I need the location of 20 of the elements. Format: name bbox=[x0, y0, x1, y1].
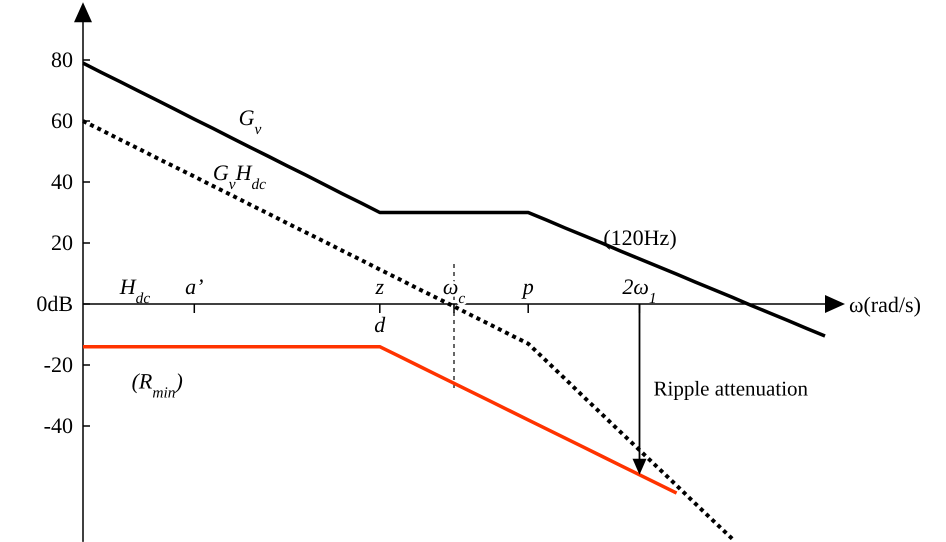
x-tick-label: ω$_{c}$ bbox=[442, 274, 466, 306]
x-tick-label: a’ bbox=[185, 274, 204, 299]
x-tick-label: 2ω$_{1}$ bbox=[622, 274, 657, 306]
y-tick-label: 60 bbox=[51, 108, 73, 134]
series-label: G$_{v}$H$_{dc}$ bbox=[212, 160, 266, 192]
x-tick-label: z bbox=[374, 274, 385, 299]
y-tick-label: -40 bbox=[44, 413, 73, 438]
annotation: d bbox=[374, 312, 386, 337]
x-tick-label: p bbox=[520, 274, 534, 299]
series-label: (R$_{min}$) bbox=[132, 368, 183, 402]
y-tick-label: 0dB bbox=[36, 291, 73, 316]
y-tick-label: 20 bbox=[51, 230, 73, 256]
y-tick-label: 80 bbox=[51, 47, 73, 72]
y-tick-label: 40 bbox=[51, 169, 73, 194]
x-axis-title: ω(rad/s) bbox=[849, 292, 921, 317]
annotation: H$_{dc}$ bbox=[118, 274, 150, 306]
y-tick-label: -20 bbox=[44, 352, 73, 378]
annotation: Ripple attenuation bbox=[654, 376, 809, 400]
series-label: G$_{v}$ bbox=[238, 105, 262, 138]
annotation: (120Hz) bbox=[603, 225, 677, 250]
